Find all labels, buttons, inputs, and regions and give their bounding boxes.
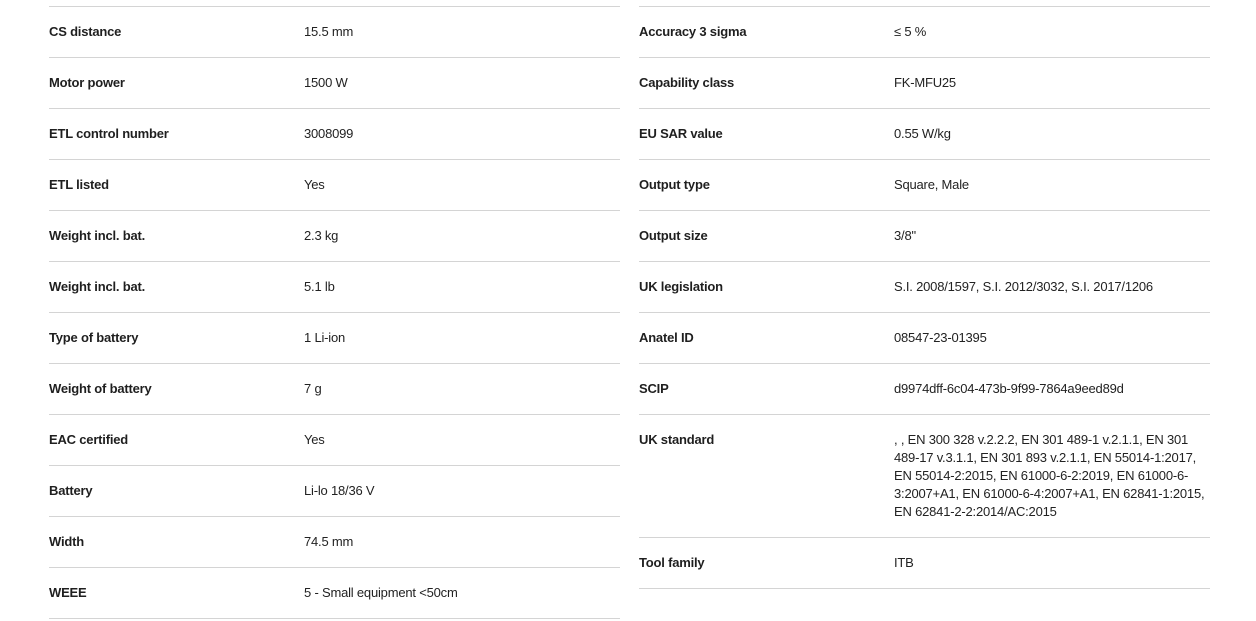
spec-value: 74.5 mm (304, 534, 354, 549)
spec-label: Weight incl. bat. (49, 228, 146, 243)
spec-label: SCIP (639, 381, 669, 396)
spec-value: Li-lo 18/36 V (304, 483, 375, 498)
spec-label: CS distance (49, 24, 122, 39)
specs-table-right: Accuracy 3 sigma ≤ 5 % Capability class FK-… (639, 6, 1210, 589)
spec-row: Type of battery 1 Li-ion (49, 313, 620, 364)
spec-value: 3008099 (304, 126, 354, 141)
spec-label: EU SAR value (639, 126, 723, 141)
spec-label: Output type (639, 177, 710, 192)
spec-label: Tool family (639, 555, 705, 570)
spec-value: Square, Male (894, 177, 969, 192)
spec-row: Width 74.5 mm (49, 517, 620, 568)
spec-row: ETL control number 3008099 (49, 109, 620, 160)
spec-value: d9974dff-6c04-473b-9f99-7864a9eed89d (894, 381, 1124, 396)
spec-label: Output size (639, 228, 708, 243)
spec-label: Weight incl. bat. (49, 279, 146, 294)
spec-row: Weight incl. bat. 5.1 lb (49, 262, 620, 313)
spec-row: Weight incl. bat. 2.3 kg (49, 211, 620, 262)
spec-label: Accuracy 3 sigma (639, 24, 747, 39)
spec-row: EAC certified Yes (49, 415, 620, 466)
spec-label: EAC certified (49, 432, 129, 447)
spec-value: S.I. 2008/1597, S.I. 2012/3032, S.I. 201… (894, 279, 1153, 294)
spec-row: Battery Li-lo 18/36 V (49, 466, 620, 517)
spec-value: Yes (304, 432, 325, 447)
spec-row: EU SAR value 0.55 W/kg (639, 109, 1210, 160)
specs-table-left: CS distance 15.5 mm Motor power 1500 W ETL c… (49, 6, 620, 619)
spec-label: WEEE (49, 585, 87, 600)
spec-row: UK standard , , EN 300 328 v.2.2.2, EN 30… (639, 415, 1210, 538)
spec-row: Output type Square, Male (639, 160, 1210, 211)
spec-label: Weight of battery (49, 381, 152, 396)
spec-value: ITB (894, 555, 914, 570)
spec-row: Weight of battery 7 g (49, 364, 620, 415)
spec-row: Accuracy 3 sigma ≤ 5 % (639, 7, 1210, 58)
spec-row: UK legislation S.I. 2008/1597, S.I. 2012/… (639, 262, 1210, 313)
spec-row: WEEE 5 - Small equipment <50cm (49, 568, 620, 619)
spec-value: Yes (304, 177, 325, 192)
spec-row: Anatel ID 08547-23-01395 (639, 313, 1210, 364)
spec-label: UK standard (639, 432, 715, 447)
spec-value: 7 g (304, 381, 322, 396)
spec-value: 5.1 lb (304, 279, 335, 294)
spec-row: CS distance 15.5 mm (49, 7, 620, 58)
spec-row: Tool family ITB (639, 538, 1210, 589)
spec-value: , , EN 300 328 v.2.2.2, EN 301 489-1 v.2… (894, 432, 1205, 519)
spec-label: ETL control number (49, 126, 169, 141)
spec-value: 1 Li-ion (304, 330, 346, 345)
spec-label: ETL listed (49, 177, 109, 192)
spec-value: 15.5 mm (304, 24, 354, 39)
spec-value: 2.3 kg (304, 228, 339, 243)
spec-label: Capability class (639, 75, 735, 90)
spec-row: ETL listed Yes (49, 160, 620, 211)
spec-value: ≤ 5 % (894, 24, 927, 39)
spec-value: 1500 W (304, 75, 348, 90)
spec-label: Anatel ID (639, 330, 694, 345)
spec-label: Battery (49, 483, 93, 498)
spec-value: FK-MFU25 (894, 75, 956, 90)
spec-row: Motor power 1500 W (49, 58, 620, 109)
spec-label: Motor power (49, 75, 125, 90)
spec-row: Output size 3/8" (639, 211, 1210, 262)
spec-value: 5 - Small equipment <50cm (304, 585, 458, 600)
spec-value: 3/8" (894, 228, 916, 243)
spec-label: Width (49, 534, 84, 549)
spec-row: SCIP d9974dff-6c04-473b-9f99-7864a9eed89d (639, 364, 1210, 415)
spec-value: 0.55 W/kg (894, 126, 951, 141)
spec-row: Capability class FK-MFU25 (639, 58, 1210, 109)
spec-label: Type of battery (49, 330, 139, 345)
spec-label: UK legislation (639, 279, 723, 294)
spec-value: 08547-23-01395 (894, 330, 987, 345)
